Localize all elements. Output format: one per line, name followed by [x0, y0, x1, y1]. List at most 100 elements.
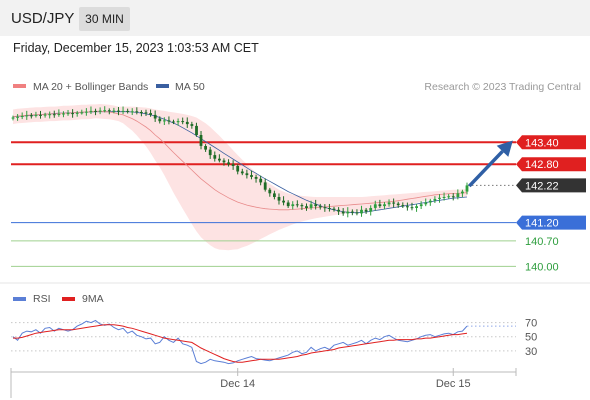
candle-body	[291, 204, 295, 207]
candle-body	[328, 208, 331, 209]
chart-datetime: Friday, December 15, 2023 1:03:53 AM CET	[13, 41, 259, 55]
candle-body	[373, 204, 377, 208]
chart-header: USD/JPY 30 MIN	[0, 0, 590, 36]
candle-body	[89, 110, 93, 112]
candle-body	[305, 206, 308, 208]
legend-swatch-ma50	[156, 84, 169, 88]
candle-body	[199, 135, 203, 146]
rsi-level-label-2: 30	[525, 346, 537, 358]
candle-body	[25, 115, 29, 117]
candle-body	[314, 204, 318, 207]
candle-body	[48, 114, 52, 116]
candle-body	[190, 124, 194, 126]
x-axis-ticks: Dec 14 Dec 15	[220, 368, 471, 390]
legend-swatch-9ma	[62, 297, 75, 301]
candle-body	[438, 197, 441, 199]
candle-body	[465, 185, 469, 192]
candle-body	[263, 182, 267, 190]
rsi-plot: 70 50 30	[11, 318, 537, 365]
candle-body	[71, 113, 74, 115]
candle-body	[140, 112, 143, 113]
candle-body	[158, 118, 162, 122]
candle-body	[300, 205, 304, 207]
candle-body	[103, 110, 107, 112]
candle-body	[323, 207, 327, 209]
candle-body	[85, 111, 88, 113]
candle-body	[442, 197, 446, 198]
candle-body	[181, 121, 185, 123]
candle-body	[144, 112, 148, 114]
legend-label-ma20: MA 20 + Bollinger Bands	[33, 81, 148, 93]
bollinger-band-fill	[13, 104, 467, 251]
candle-body	[107, 110, 111, 112]
candle-body	[121, 110, 125, 112]
candle-body	[149, 113, 152, 115]
candle-body	[163, 120, 166, 122]
candle-body	[364, 209, 368, 212]
candle-body	[208, 149, 212, 156]
candle-body	[185, 121, 189, 125]
candle-body	[204, 146, 207, 150]
candle-body	[250, 175, 253, 177]
candle-body	[456, 193, 460, 197]
candle-body	[268, 189, 272, 194]
x-tick-label-0: Dec 14	[220, 378, 255, 390]
candle-body	[80, 112, 84, 114]
candle-body	[240, 171, 244, 174]
candle-body	[337, 209, 340, 212]
candle-body	[419, 204, 423, 207]
candle-body	[277, 197, 281, 201]
candle-body	[30, 115, 33, 117]
candle-body	[387, 202, 391, 205]
copyright-note: Research © 2023 Trading Central	[424, 81, 581, 93]
candle-body	[227, 162, 230, 165]
candle-body	[282, 200, 285, 203]
candle-body	[94, 110, 97, 112]
candle-body	[318, 206, 322, 208]
candle-body	[172, 121, 175, 123]
candle-body	[447, 196, 451, 198]
candle-body	[52, 114, 56, 116]
candle-body	[20, 116, 24, 117]
candle-body	[231, 164, 235, 166]
candle-body	[396, 203, 400, 206]
candle-body	[332, 208, 336, 210]
rsi-level-label-1: 50	[525, 332, 537, 344]
forecast-arrow-shaft	[468, 150, 504, 188]
level-label-1: 142.80	[525, 159, 559, 171]
rsi-line	[12, 319, 468, 365]
candle-body	[254, 177, 258, 179]
candle-body	[410, 207, 414, 209]
candle-body	[135, 111, 139, 113]
candle-body	[39, 114, 42, 116]
rsi-ma9-line	[13, 324, 468, 363]
forecast-arrow-head	[496, 140, 513, 157]
candle-body	[62, 113, 65, 115]
candle-body	[273, 193, 276, 197]
level-label-box-3	[516, 215, 586, 230]
level-label-2: 142.22	[525, 180, 559, 192]
candle-body	[401, 205, 405, 207]
candle-body	[451, 196, 455, 198]
candle-body	[117, 110, 120, 112]
ma20-line	[12, 110, 468, 211]
candle-body	[346, 211, 350, 214]
candle-body	[126, 110, 130, 112]
symbol-title: USD/JPY	[11, 10, 75, 27]
level-label-box-2	[516, 178, 586, 193]
candle-body	[34, 114, 38, 116]
candle-body	[66, 113, 70, 115]
candle-body	[415, 206, 418, 208]
candle-body	[130, 111, 134, 113]
candle-body	[245, 173, 249, 176]
candle-body	[355, 212, 359, 214]
level-label-3: 141.20	[525, 218, 559, 230]
legend-swatch-rsi	[13, 297, 26, 301]
level-label-5: 140.00	[525, 261, 559, 273]
timeframe-badge[interactable]: 30 MIN	[79, 7, 130, 31]
level-label-box-1	[516, 157, 586, 172]
candle-body	[195, 125, 198, 135]
candle-body	[424, 202, 428, 205]
candle-body	[369, 208, 373, 212]
